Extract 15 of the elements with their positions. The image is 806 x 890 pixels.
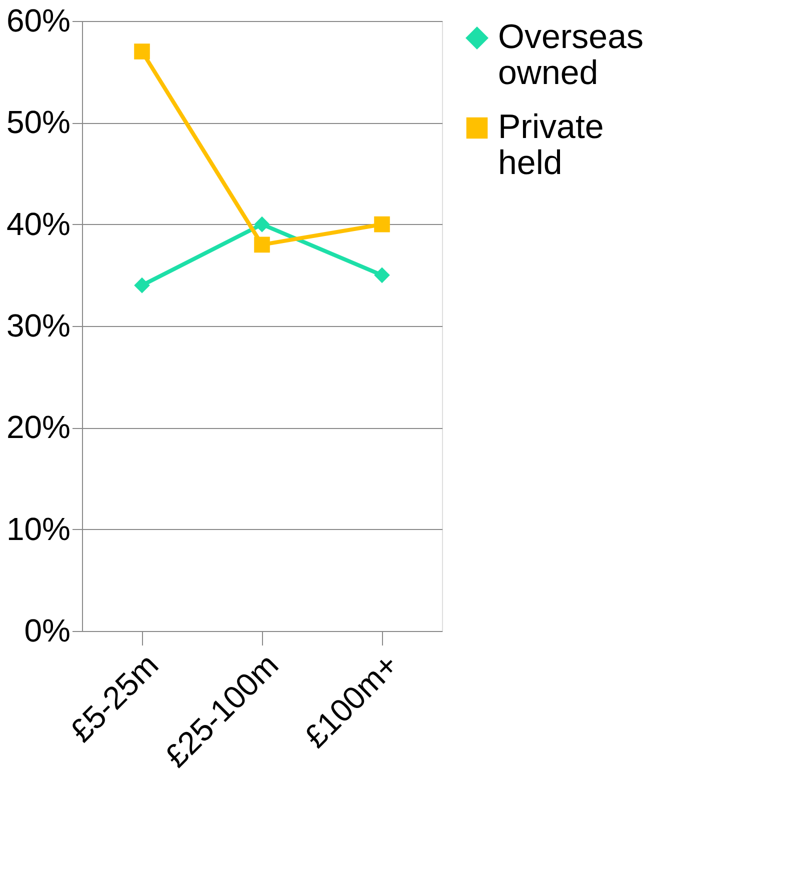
- y-tick-label: 20%: [6, 409, 70, 446]
- point: [134, 277, 150, 294]
- point: [374, 216, 390, 232]
- point: [374, 267, 390, 284]
- y-tick-label: 50%: [6, 104, 70, 140]
- y-tick-label: 30%: [6, 308, 70, 344]
- point: [134, 44, 150, 60]
- point: [254, 216, 270, 232]
- legend-label: Overseas owned: [498, 18, 644, 92]
- y-tick-label: 40%: [6, 206, 70, 242]
- y-tick-label: 0%: [24, 612, 70, 648]
- point: [254, 236, 270, 253]
- y-tick-label: 60%: [6, 2, 70, 38]
- legend-label: Private held: [498, 108, 604, 182]
- y-tick-label: 10%: [6, 510, 70, 547]
